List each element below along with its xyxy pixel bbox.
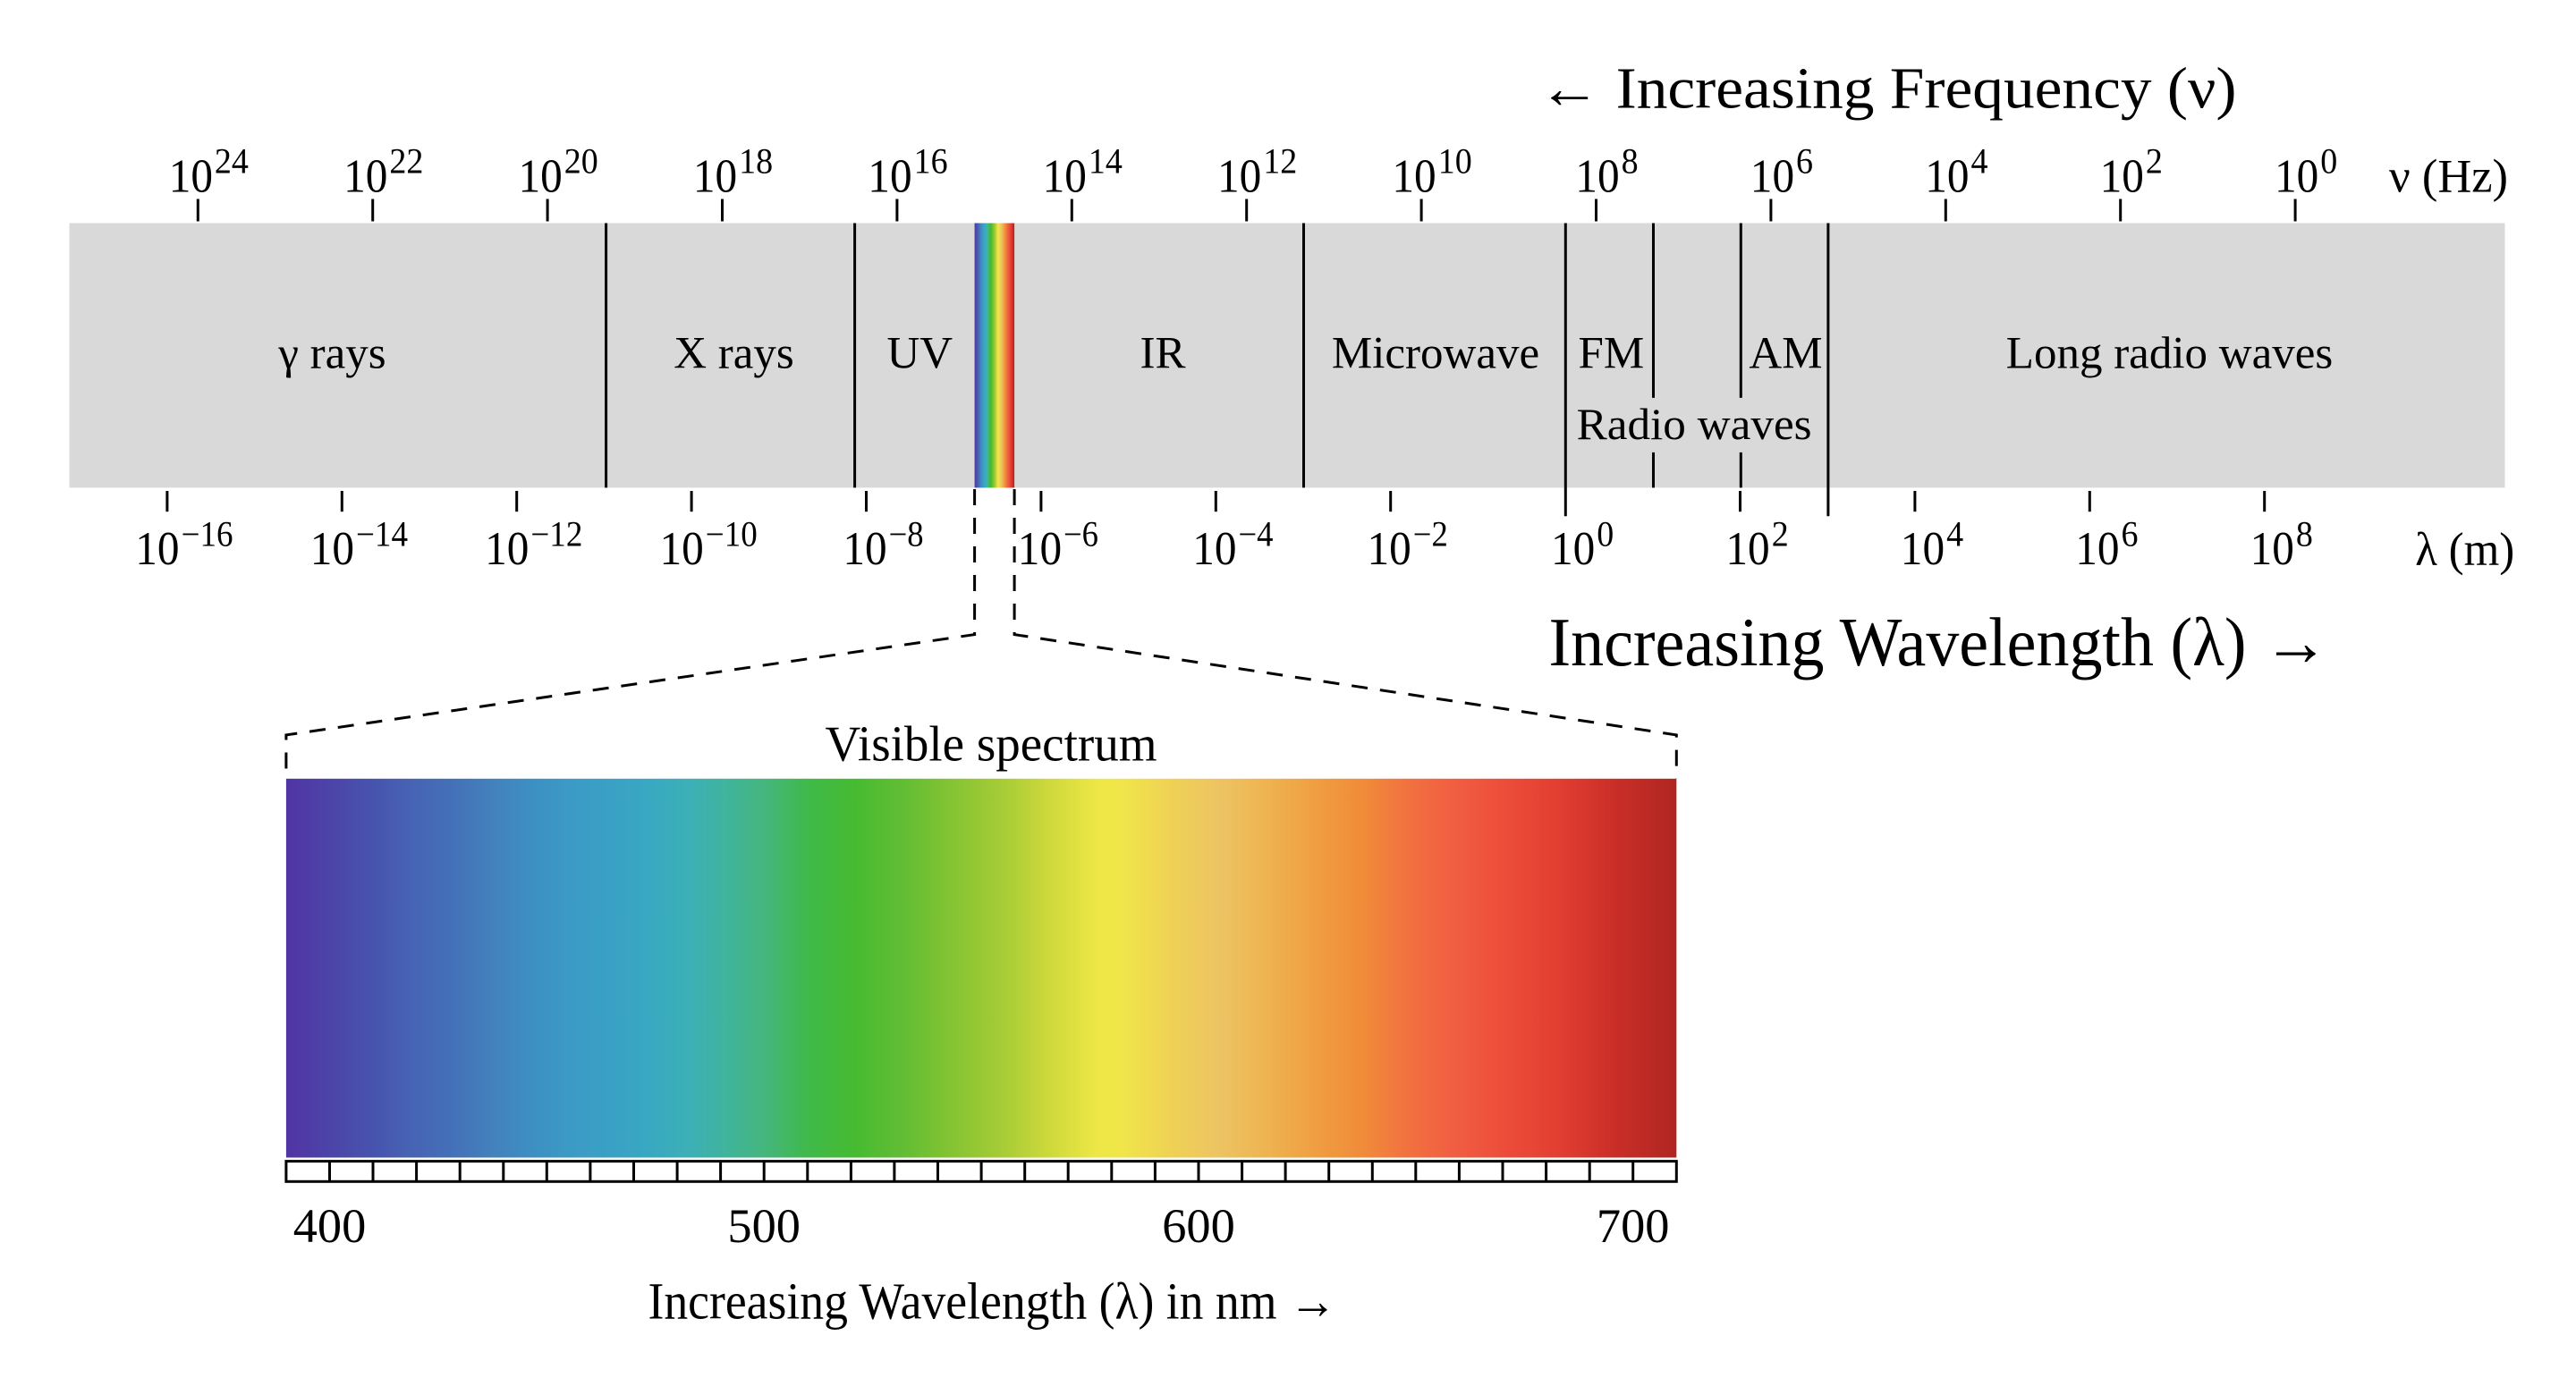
svg-text:10: 10	[2100, 150, 2144, 202]
svg-text:−8: −8	[889, 514, 924, 554]
svg-text:10: 10	[1018, 523, 1062, 575]
svg-text:4: 4	[1971, 142, 1988, 182]
svg-text:Increasing Wavelength (λ) →: Increasing Wavelength (λ) →	[1549, 604, 2330, 681]
svg-text:10: 10	[1925, 150, 1969, 202]
svg-text:FM: FM	[1579, 329, 1645, 379]
svg-text:Visible spectrum: Visible spectrum	[826, 717, 1157, 773]
svg-text:8: 8	[1622, 142, 1639, 182]
svg-text:4: 4	[1946, 514, 1963, 554]
svg-text:−16: −16	[182, 514, 233, 554]
svg-text:10: 10	[693, 150, 737, 202]
svg-text:10: 10	[1725, 523, 1769, 575]
svg-text:10: 10	[485, 523, 529, 575]
svg-text:600: 600	[1162, 1199, 1235, 1253]
svg-text:10: 10	[135, 523, 179, 575]
svg-text:Microwave: Microwave	[1332, 329, 1539, 379]
svg-text:10: 10	[1192, 523, 1236, 575]
svg-text:500: 500	[727, 1199, 801, 1253]
svg-text:10: 10	[519, 150, 563, 202]
svg-text:← Increasing Frequency (ν): ← Increasing Frequency (ν)	[1538, 57, 2237, 122]
svg-text:10: 10	[868, 150, 911, 202]
svg-text:AM: AM	[1749, 329, 1822, 379]
svg-text:γ rays: γ rays	[277, 329, 386, 379]
svg-text:400: 400	[293, 1199, 367, 1253]
svg-text:−14: −14	[356, 514, 408, 554]
svg-text:10: 10	[1750, 150, 1794, 202]
svg-text:10: 10	[1575, 150, 1619, 202]
svg-text:10: 10	[343, 150, 387, 202]
svg-text:10: 10	[169, 150, 213, 202]
svg-text:18: 18	[739, 142, 773, 182]
svg-text:Radio waves: Radio waves	[1577, 399, 1812, 449]
svg-text:20: 20	[564, 142, 598, 182]
svg-text:0: 0	[1597, 514, 1614, 554]
svg-text:−12: −12	[530, 514, 582, 554]
svg-text:6: 6	[2122, 514, 2139, 554]
svg-text:10: 10	[2250, 523, 2294, 575]
svg-text:12: 12	[1263, 142, 1297, 182]
svg-text:10: 10	[660, 523, 704, 575]
svg-text:2: 2	[1772, 514, 1789, 554]
svg-text:10: 10	[843, 523, 886, 575]
svg-text:10: 10	[1368, 523, 1411, 575]
svg-text:IR: IR	[1140, 329, 1186, 379]
svg-text:24: 24	[215, 142, 249, 182]
svg-text:−6: −6	[1063, 514, 1098, 554]
svg-text:UV: UV	[886, 329, 953, 379]
svg-text:Long radio waves: Long radio waves	[2006, 329, 2333, 379]
svg-text:−2: −2	[1413, 514, 1448, 554]
svg-text:8: 8	[2296, 514, 2313, 554]
svg-text:X rays: X rays	[674, 329, 794, 379]
svg-text:10: 10	[310, 523, 354, 575]
svg-text:Increasing Wavelength (λ) in n: Increasing Wavelength (λ) in nm →	[648, 1272, 1337, 1330]
svg-text:10: 10	[1901, 523, 1945, 575]
svg-text:16: 16	[914, 142, 948, 182]
svg-text:10: 10	[2275, 150, 2318, 202]
svg-text:10: 10	[1438, 142, 1472, 182]
svg-text:−10: −10	[706, 514, 758, 554]
svg-text:10: 10	[1043, 150, 1087, 202]
svg-text:ν (Hz): ν (Hz)	[2389, 151, 2508, 203]
svg-text:10: 10	[1392, 150, 1436, 202]
svg-text:22: 22	[389, 142, 423, 182]
svg-text:λ (m): λ (m)	[2415, 524, 2514, 576]
svg-text:0: 0	[2320, 142, 2337, 182]
svg-text:−4: −4	[1239, 514, 1274, 554]
svg-text:10: 10	[2075, 523, 2119, 575]
svg-text:14: 14	[1089, 142, 1123, 182]
svg-text:10: 10	[1551, 523, 1595, 575]
svg-text:10: 10	[1217, 150, 1261, 202]
svg-text:700: 700	[1597, 1199, 1670, 1253]
svg-text:6: 6	[1796, 142, 1813, 182]
svg-text:2: 2	[2146, 142, 2163, 182]
